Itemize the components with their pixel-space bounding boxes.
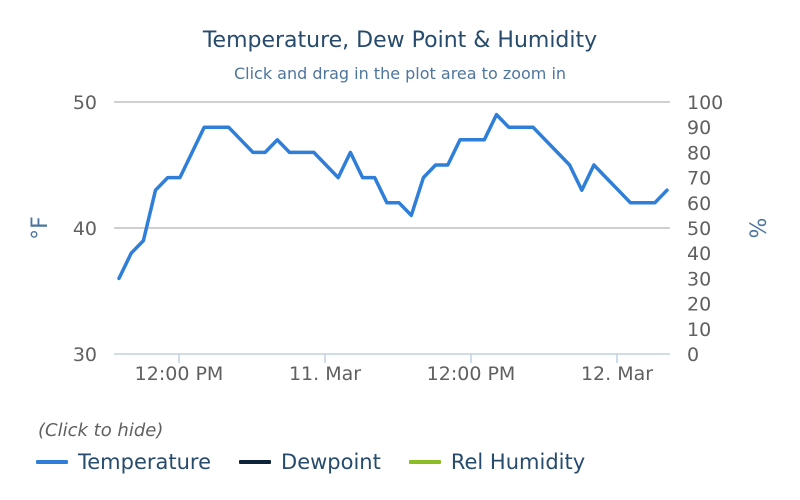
legend-label-rel-humidity: Rel Humidity: [450, 450, 586, 474]
y-right-tick-label: 40: [687, 243, 711, 265]
y-right-tick-label: 20: [687, 294, 711, 316]
x-tick-label: 12:00 PM: [427, 363, 516, 385]
y-left-tick-label: 50: [73, 92, 97, 114]
legend-swatch-dewpoint: [239, 460, 272, 464]
legend-swatch-rel-humidity: [408, 460, 441, 464]
legend-label-dewpoint: Dewpoint: [281, 450, 381, 474]
legend-label-temperature: Temperature: [78, 450, 212, 474]
y-right-tick-label: 0: [687, 344, 699, 366]
grid-lines: [114, 101, 670, 355]
x-tick-label: 12. Mar: [581, 363, 653, 385]
legend-hint: (Click to hide): [38, 420, 164, 441]
y-right-tick-label: 80: [687, 142, 711, 164]
series-lines: [117, 112, 669, 281]
y-right-tick-label: 60: [687, 193, 711, 215]
legend: Temperature Dewpoint Rel Humidity: [36, 447, 613, 477]
legend-swatch-temperature: [36, 460, 68, 464]
y-right-tick-label: 30: [687, 268, 711, 290]
y-right-tick-label: 100: [687, 92, 723, 114]
series-line-temperature[interactable]: [117, 112, 669, 281]
x-tick-label: 11. Mar: [289, 363, 361, 385]
legend-item-temperature[interactable]: Temperature: [36, 450, 211, 474]
legend-item-dewpoint[interactable]: Dewpoint: [239, 450, 381, 474]
y-left-tick-label: 30: [73, 344, 97, 366]
y-right-axis-title: %: [747, 218, 772, 239]
y-right-tick-label: 10: [687, 319, 711, 341]
chart-subtitle: Click and drag in the plot area to zoom …: [233, 64, 567, 83]
chart-title: Temperature, Dew Point & Humidity: [202, 28, 598, 53]
y-right-tick-label: 90: [687, 117, 711, 139]
legend-item-rel-humidity[interactable]: Rel Humidity: [408, 450, 586, 474]
x-tick-label: 12:00 PM: [135, 363, 224, 385]
y-right-tick-label: 70: [687, 168, 711, 190]
y-left-axis-title: °F: [28, 216, 53, 240]
y-left-tick-label: 40: [73, 218, 97, 240]
y-right-tick-label: 50: [687, 218, 711, 240]
